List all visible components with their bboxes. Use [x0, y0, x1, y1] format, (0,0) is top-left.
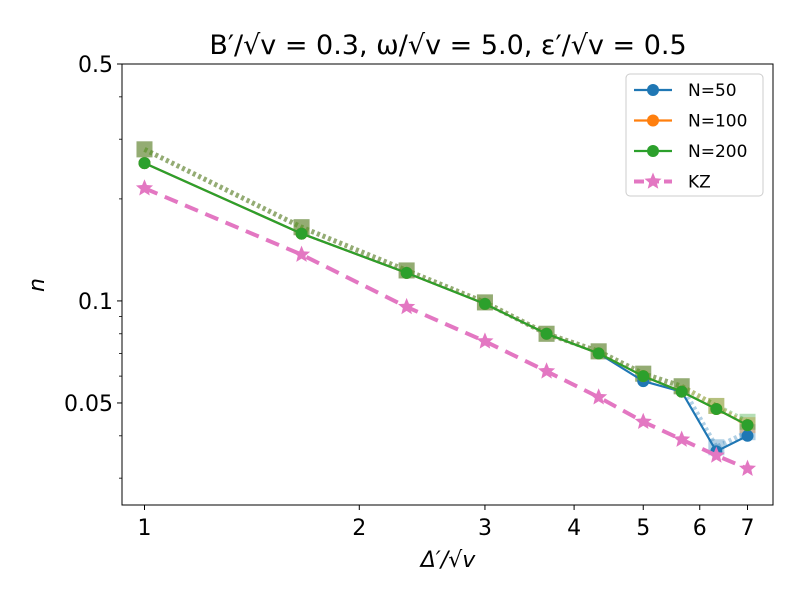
data-point — [637, 370, 650, 383]
data-point-star — [476, 332, 494, 349]
series-layer — [135, 141, 757, 476]
x-tick-label: 4 — [567, 516, 581, 541]
ghost-square-marker — [136, 141, 153, 158]
legend-marker — [647, 145, 659, 157]
legend-marker — [647, 114, 659, 127]
legend-marker-star — [644, 172, 662, 189]
series-line-n-200 — [144, 162, 749, 427]
data-point — [675, 385, 688, 398]
y-axis-label: n — [25, 278, 50, 292]
x-tick-label: 3 — [478, 516, 492, 541]
legend-box — [625, 73, 764, 197]
data-point-star — [707, 446, 725, 463]
x-tick-label: 2 — [352, 516, 366, 541]
data-point-star — [634, 412, 652, 430]
ghost-square-marker — [136, 141, 153, 158]
axes-frame — [121, 63, 774, 506]
data-point — [478, 297, 491, 310]
legend-label: N=200 — [688, 142, 747, 162]
data-point-star — [590, 388, 608, 405]
legend-label: N=50 — [688, 81, 737, 101]
series-line-kz — [143, 186, 749, 471]
data-point — [138, 157, 151, 170]
legend-marker — [647, 84, 659, 96]
x-tick-label: 7 — [741, 516, 755, 541]
data-point — [295, 227, 308, 240]
y-tick-label: 0.5 — [78, 53, 113, 78]
data-point-star — [398, 297, 416, 315]
data-point-star — [673, 430, 691, 447]
data-point — [400, 266, 413, 279]
ticks-layer: 1 2 3 4 5 6 7 0.5 0.1 0.05 — [64, 53, 754, 541]
x-tick-label: 1 — [137, 516, 151, 541]
data-point-star — [135, 179, 154, 196]
chart-title: B′/√v = 0.3, ω/√v = 5.0, ε′/√v = 0.5 — [209, 30, 686, 61]
legend: N=50 N=100 N=200 KZ — [625, 73, 764, 197]
legend-label: KZ — [688, 173, 711, 193]
x-tick-label: 6 — [693, 516, 707, 541]
y-tick-label: 0.05 — [64, 392, 113, 417]
x-tick-label: 5 — [636, 516, 650, 541]
data-point — [710, 402, 723, 415]
legend-label: N=100 — [688, 112, 747, 132]
data-point — [741, 429, 754, 442]
ghost-square-marker — [136, 141, 153, 158]
data-point-star — [738, 459, 757, 476]
data-point — [540, 327, 553, 340]
y-tick-label: 0.1 — [78, 290, 113, 315]
data-point-star — [538, 362, 556, 379]
x-axis-label: Δ′/√v — [419, 548, 476, 573]
data-point-star — [292, 245, 311, 262]
data-point — [592, 347, 605, 360]
data-point — [741, 419, 754, 432]
